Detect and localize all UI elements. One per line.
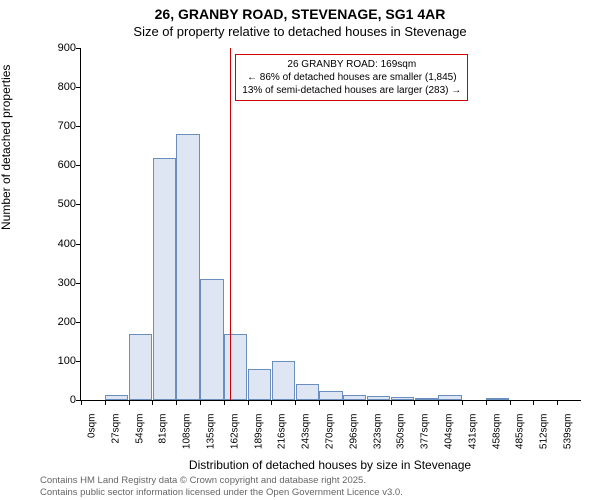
- xtick-mark: [533, 400, 534, 405]
- xtick-mark: [462, 400, 463, 405]
- histogram-bar: [248, 369, 271, 400]
- ytick-mark: [76, 126, 81, 127]
- xtick-mark: [343, 400, 344, 405]
- xtick-mark: [391, 400, 392, 405]
- xtick-mark: [414, 400, 415, 405]
- x-axis-label: Distribution of detached houses by size …: [80, 458, 580, 472]
- histogram-bar: [200, 279, 223, 400]
- xtick-label: 0sqm: [86, 414, 97, 454]
- xtick-mark: [510, 400, 511, 405]
- chart-container: 26, GRANBY ROAD, STEVENAGE, SG1 4AR Size…: [0, 0, 600, 500]
- xtick-label: 350sqm: [396, 414, 407, 454]
- callout-line1: 26 GRANBY ROAD: 169sqm: [242, 58, 461, 71]
- histogram-bar: [319, 391, 342, 400]
- xtick-label: 108sqm: [182, 414, 193, 454]
- xtick-label: 296sqm: [348, 414, 359, 454]
- ytick-label: 800: [58, 81, 76, 93]
- xtick-label: 270sqm: [325, 414, 336, 454]
- xtick-mark: [176, 400, 177, 405]
- ytick-label: 100: [58, 355, 76, 367]
- ytick-label: 900: [58, 42, 76, 54]
- ytick-mark: [76, 283, 81, 284]
- ytick-label: 400: [58, 238, 76, 250]
- xtick-mark: [367, 400, 368, 405]
- ytick-mark: [76, 322, 81, 323]
- xtick-label: 243sqm: [301, 414, 312, 454]
- xtick-label: 162sqm: [229, 414, 240, 454]
- histogram-bar: [296, 384, 319, 400]
- xtick-label: 81sqm: [158, 414, 169, 454]
- reference-line: [230, 48, 231, 400]
- xtick-mark: [200, 400, 201, 405]
- histogram-bar: [486, 398, 509, 400]
- histogram-bar: [391, 397, 414, 400]
- xtick-label: 323sqm: [372, 414, 383, 454]
- callout-line3: 13% of semi-detached houses are larger (…: [242, 84, 461, 97]
- chart-title-line1: 26, GRANBY ROAD, STEVENAGE, SG1 4AR: [0, 6, 600, 22]
- xtick-mark: [224, 400, 225, 405]
- ytick-label: 500: [58, 198, 76, 210]
- xtick-label: 135sqm: [205, 414, 216, 454]
- histogram-bar: [153, 158, 176, 400]
- y-axis-label: Number of detached properties: [0, 65, 13, 230]
- xtick-mark: [152, 400, 153, 405]
- histogram-bar: [343, 395, 366, 400]
- xtick-label: 539sqm: [563, 414, 574, 454]
- ytick-label: 200: [58, 316, 76, 328]
- ytick-mark: [76, 48, 81, 49]
- ytick-label: 300: [58, 277, 76, 289]
- xtick-mark: [105, 400, 106, 405]
- xtick-mark: [486, 400, 487, 405]
- histogram-bar: [105, 395, 128, 400]
- xtick-label: 404sqm: [444, 414, 455, 454]
- xtick-mark: [248, 400, 249, 405]
- xtick-mark: [319, 400, 320, 405]
- ytick-label: 600: [58, 159, 76, 171]
- histogram-bar: [438, 395, 461, 400]
- ytick-mark: [76, 361, 81, 362]
- ytick-mark: [76, 165, 81, 166]
- footer-copyright-1: Contains HM Land Registry data © Crown c…: [40, 475, 366, 486]
- ytick-mark: [76, 204, 81, 205]
- xtick-mark: [438, 400, 439, 405]
- xtick-label: 216sqm: [277, 414, 288, 454]
- ytick-mark: [76, 87, 81, 88]
- histogram-bar: [272, 361, 295, 400]
- histogram-bar: [224, 334, 247, 400]
- xtick-label: 485sqm: [515, 414, 526, 454]
- xtick-label: 54sqm: [134, 414, 145, 454]
- callout-line2: ← 86% of detached houses are smaller (1,…: [242, 71, 461, 84]
- histogram-bar: [176, 134, 199, 400]
- ytick-mark: [76, 244, 81, 245]
- xtick-label: 512sqm: [539, 414, 550, 454]
- xtick-mark: [295, 400, 296, 405]
- xtick-mark: [81, 400, 82, 405]
- histogram-bar: [415, 398, 438, 400]
- xtick-label: 431sqm: [467, 414, 478, 454]
- xtick-mark: [557, 400, 558, 405]
- chart-title-line2: Size of property relative to detached ho…: [0, 24, 600, 39]
- xtick-label: 189sqm: [253, 414, 264, 454]
- callout-box: 26 GRANBY ROAD: 169sqm← 86% of detached …: [235, 54, 468, 101]
- xtick-mark: [271, 400, 272, 405]
- xtick-label: 377sqm: [420, 414, 431, 454]
- footer-copyright-2: Contains public sector information licen…: [40, 487, 403, 498]
- xtick-label: 27sqm: [110, 414, 121, 454]
- xtick-label: 458sqm: [491, 414, 502, 454]
- ytick-label: 700: [58, 120, 76, 132]
- xtick-mark: [129, 400, 130, 405]
- histogram-bar: [367, 396, 390, 400]
- histogram-bar: [129, 334, 152, 400]
- ytick-label: 0: [70, 394, 76, 406]
